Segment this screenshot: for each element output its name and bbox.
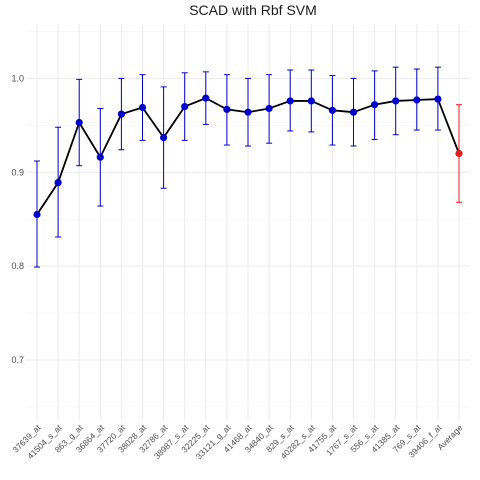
data-point bbox=[138, 103, 147, 112]
data-point bbox=[117, 110, 125, 118]
data-point bbox=[181, 102, 189, 111]
data-point bbox=[54, 178, 62, 187]
data-points bbox=[33, 94, 463, 219]
data-point bbox=[349, 108, 358, 116]
x-axis-ticks: 37639_at41504_s_at863_g_at36864_at37720_… bbox=[10, 422, 464, 461]
data-point bbox=[307, 97, 315, 105]
data-point bbox=[371, 101, 379, 109]
data-point bbox=[160, 133, 168, 142]
data-point bbox=[96, 153, 104, 161]
y-tick-label: 1.0 bbox=[11, 73, 24, 83]
chart-title: SCAD with Rbf SVM bbox=[189, 2, 317, 18]
data-point bbox=[33, 210, 41, 219]
data-point bbox=[265, 104, 273, 113]
y-axis-ticks: 0.7 0.8 0.9 1.0 bbox=[11, 73, 24, 365]
data-point bbox=[244, 108, 252, 116]
data-point bbox=[413, 96, 421, 104]
y-tick-label: 0.7 bbox=[11, 355, 24, 365]
data-point bbox=[75, 118, 83, 127]
data-point bbox=[392, 97, 400, 105]
y-tick-label: 0.9 bbox=[11, 167, 24, 177]
average-point bbox=[455, 149, 463, 158]
data-point bbox=[223, 105, 231, 113]
data-point bbox=[328, 106, 336, 114]
y-tick-label: 0.8 bbox=[11, 261, 24, 271]
data-point bbox=[286, 97, 294, 105]
data-point bbox=[202, 94, 210, 102]
data-point bbox=[434, 95, 442, 103]
